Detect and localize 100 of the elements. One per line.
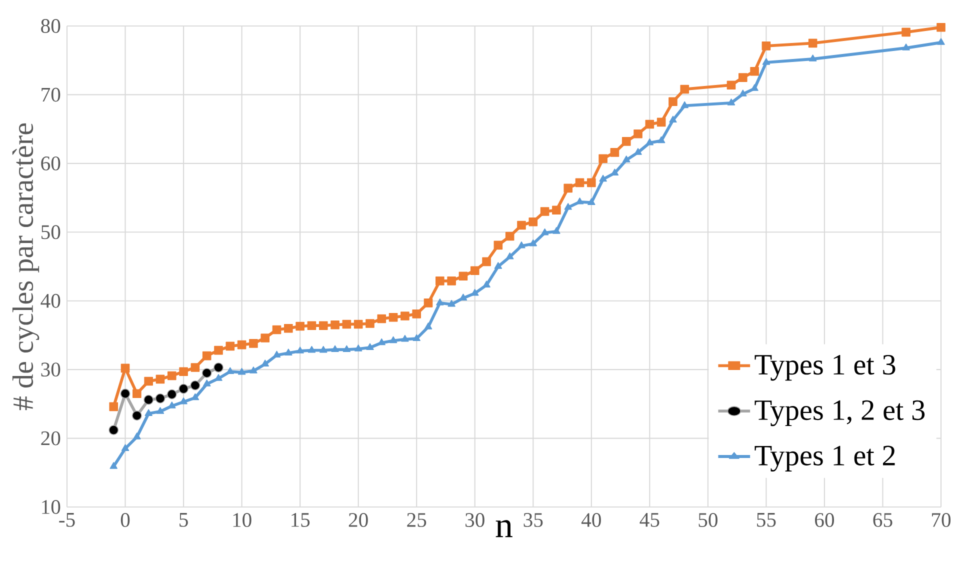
x-tick-label: -5 [59,513,75,527]
point [354,320,363,329]
point [680,84,690,94]
point [564,184,572,193]
point [424,322,432,330]
x-tick-label: 65 [873,513,892,527]
point [400,312,410,320]
point [726,80,736,90]
x-tick-label: 50 [698,513,718,527]
point [529,239,537,246]
point [331,345,339,352]
point [167,371,176,380]
point [377,314,386,324]
point [727,98,736,106]
point [260,334,270,342]
point [610,148,620,157]
point [552,206,561,215]
point [518,241,526,248]
point [669,116,677,123]
point [528,217,538,226]
point [588,198,596,205]
point [144,394,154,405]
x-tick-label: 10 [233,513,252,527]
point [564,203,572,210]
point [132,389,142,398]
x-tick-label: 5 [180,513,188,527]
point [598,154,608,164]
point [296,346,304,354]
point [226,367,234,374]
point [424,298,433,308]
y-tick-label: 70 [42,88,60,102]
point [214,374,222,381]
point [342,345,351,352]
y-tick-label: 20 [41,431,60,446]
point [458,272,468,281]
point [144,376,153,386]
point [448,300,456,307]
point [552,227,560,234]
point [622,137,631,146]
point [202,368,212,378]
point [120,364,130,373]
x-tick-label: 45 [640,513,660,527]
point [494,262,502,269]
x-tick-label: 20 [348,513,368,527]
point [739,90,747,96]
point [808,54,817,62]
point [902,44,910,50]
point [214,362,224,372]
point [272,350,281,358]
point [656,118,666,127]
point [284,324,293,333]
point [166,389,177,400]
point [657,136,666,144]
point [226,342,235,351]
point [179,367,188,376]
point [680,101,688,108]
point [155,393,166,404]
point [180,397,188,404]
point [494,240,503,250]
point [238,368,246,375]
point [133,432,141,440]
x-tick-label: 0 [120,513,130,527]
point [388,312,398,322]
point [108,425,119,435]
point [482,280,490,288]
point [750,84,758,91]
x-tick-label: 15 [292,513,310,527]
point [366,343,374,350]
point [436,276,444,286]
legend-label: Types 1 et 3 [754,354,896,381]
legend-label: Types 1 et 2 [754,446,895,472]
x-axis-title: n [496,520,512,538]
legend-label: Types 1, 2 et 3 [754,400,925,426]
x-tick-label: 25 [407,513,426,527]
point [668,97,678,106]
point [156,374,165,384]
point [261,360,269,366]
x-tick-label: 35 [524,513,543,527]
point [902,28,910,37]
point [156,407,164,414]
point [202,380,211,386]
point [214,346,223,355]
y-tick-label: 80 [41,19,60,33]
x-tick-label: 70 [932,513,951,527]
point [249,339,258,348]
point [168,402,176,408]
x-tick-label: 55 [757,513,776,527]
point [645,120,654,129]
point [330,320,340,330]
y-axis-title: # de cycles par caractère [12,123,40,410]
point [401,334,409,342]
point [506,252,514,260]
point [634,129,642,138]
point [132,410,142,421]
point [110,462,118,469]
point [190,363,200,372]
point [272,325,282,334]
point [342,320,352,329]
point [540,228,549,236]
y-tick-label: 60 [41,156,60,170]
